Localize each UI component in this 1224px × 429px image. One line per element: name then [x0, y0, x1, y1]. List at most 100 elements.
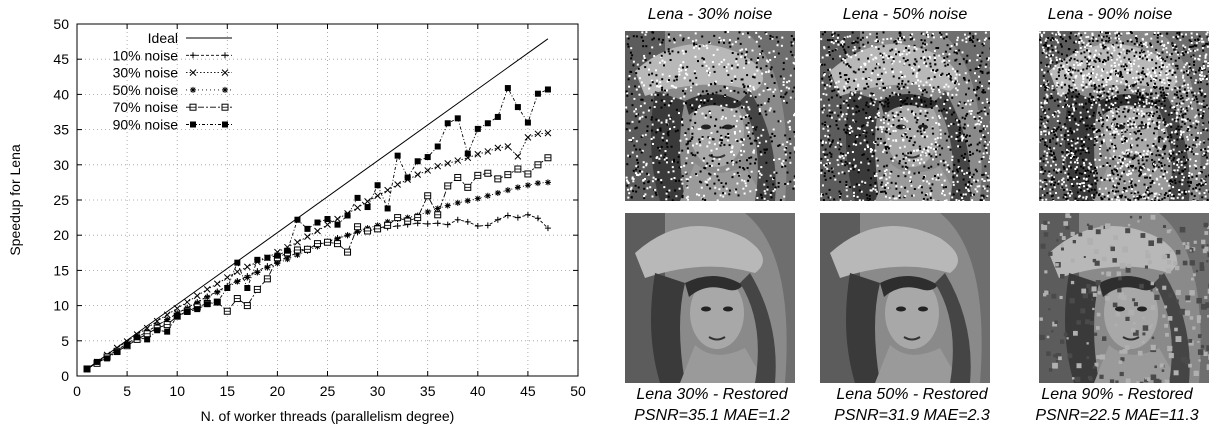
- data-point: [314, 219, 321, 226]
- data-point: [163, 311, 171, 319]
- series-line: [86, 214, 549, 370]
- y-tick-label: 5: [61, 333, 69, 349]
- data-point: [534, 130, 542, 138]
- x-tick-label: 15: [220, 383, 236, 399]
- data-point: [324, 216, 331, 223]
- legend-label: 90% noise: [113, 117, 179, 133]
- data-point: [434, 143, 441, 150]
- legend-label: Ideal: [148, 30, 178, 46]
- data-point: [324, 221, 331, 228]
- plot-frame: [76, 23, 579, 377]
- data-point: [314, 227, 321, 235]
- data-point: [213, 280, 221, 288]
- data-point: [354, 228, 361, 235]
- data-point: [194, 299, 201, 306]
- data-point: [464, 218, 471, 225]
- data-point: [464, 150, 471, 157]
- data-point: [504, 85, 511, 92]
- y-tick-label: 15: [53, 262, 69, 278]
- data-point: [190, 86, 196, 93]
- data-point: [544, 129, 552, 137]
- lena-noisy-90-image: [1039, 31, 1209, 201]
- data-point: [464, 197, 471, 204]
- data-point: [474, 223, 481, 230]
- data-point: [414, 158, 421, 165]
- x-tick-label: 50: [570, 383, 586, 399]
- data-point: [424, 208, 431, 215]
- y-tick-label: 10: [53, 298, 69, 314]
- data-point: [524, 119, 531, 126]
- data-point: [434, 162, 442, 170]
- lena-restored-50-image: [820, 213, 990, 383]
- series-4: [83, 154, 552, 373]
- data-point: [384, 205, 391, 212]
- data-point: [484, 222, 491, 229]
- data-point: [534, 215, 541, 222]
- data-point: [514, 184, 521, 191]
- lena-noisy-50-image: [820, 31, 990, 201]
- data-point: [84, 365, 91, 372]
- y-tick-label: 35: [53, 122, 69, 138]
- data-point: [454, 216, 461, 223]
- data-point: [134, 334, 141, 341]
- data-point: [514, 152, 522, 160]
- noisy-caption-50: Lena - 50% noise: [842, 6, 968, 23]
- data-point: [444, 202, 451, 209]
- data-point: [173, 305, 181, 312]
- data-point: [364, 204, 371, 211]
- data-point: [504, 187, 511, 194]
- y-tick-label: 50: [53, 16, 69, 32]
- data-point: [164, 328, 171, 335]
- data-point: [364, 198, 371, 205]
- data-point: [264, 254, 271, 261]
- data-point: [434, 205, 441, 212]
- chart-ticks: 0 5 10 15 20 25 30 35 40 45 50 0 5 10 15 20 25 30 35 40 45 50: [53, 16, 586, 399]
- legend-label: 50% noise: [113, 82, 179, 98]
- x-tick-label: 5: [123, 383, 131, 399]
- data-point: [204, 294, 211, 301]
- x-axis-label: N. of worker threads (parallelism degree…: [201, 408, 455, 424]
- legend-label: 30% noise: [113, 65, 179, 81]
- data-point: [304, 233, 311, 240]
- data-point: [394, 223, 401, 230]
- data-point: [124, 342, 131, 349]
- y-tick-label: 20: [53, 227, 69, 243]
- chart-series: [83, 38, 552, 373]
- data-point: [504, 143, 512, 150]
- data-point: [484, 192, 491, 199]
- noisy-caption-90: Lena - 90% noise: [1047, 6, 1173, 23]
- data-point: [184, 308, 191, 315]
- data-point: [223, 274, 231, 281]
- x-tick-label: 0: [73, 383, 81, 399]
- noisy-caption-30: Lena - 30% noise: [647, 6, 773, 23]
- data-point: [254, 256, 261, 263]
- data-point: [222, 52, 228, 59]
- data-point: [374, 222, 381, 229]
- data-point: [414, 171, 422, 179]
- data-point: [244, 285, 251, 291]
- x-tick-label: 10: [169, 383, 185, 399]
- data-point: [294, 251, 301, 258]
- data-point: [222, 86, 228, 93]
- data-point: [444, 221, 451, 228]
- y-tick-label: 30: [53, 157, 69, 173]
- data-point: [264, 264, 271, 271]
- legend-label: 70% noise: [113, 99, 179, 115]
- x-tick-label: 25: [320, 383, 336, 399]
- series-5: [84, 85, 551, 372]
- x-tick-label: 45: [520, 383, 536, 399]
- x-tick-label: 30: [370, 383, 386, 399]
- data-point: [344, 212, 351, 219]
- data-point: [174, 313, 181, 320]
- data-point: [374, 182, 381, 189]
- restored-caption-90: Lena 90% - Restored: [1041, 386, 1193, 403]
- series-3: [84, 179, 551, 372]
- data-point: [233, 268, 241, 276]
- data-point: [221, 69, 229, 76]
- data-point: [524, 133, 532, 141]
- data-point: [474, 150, 482, 158]
- restored-metrics-90: PSNR=22.5 MAE=11.3: [1035, 407, 1199, 424]
- y-tick-label: 0: [61, 368, 69, 384]
- data-point: [193, 292, 201, 300]
